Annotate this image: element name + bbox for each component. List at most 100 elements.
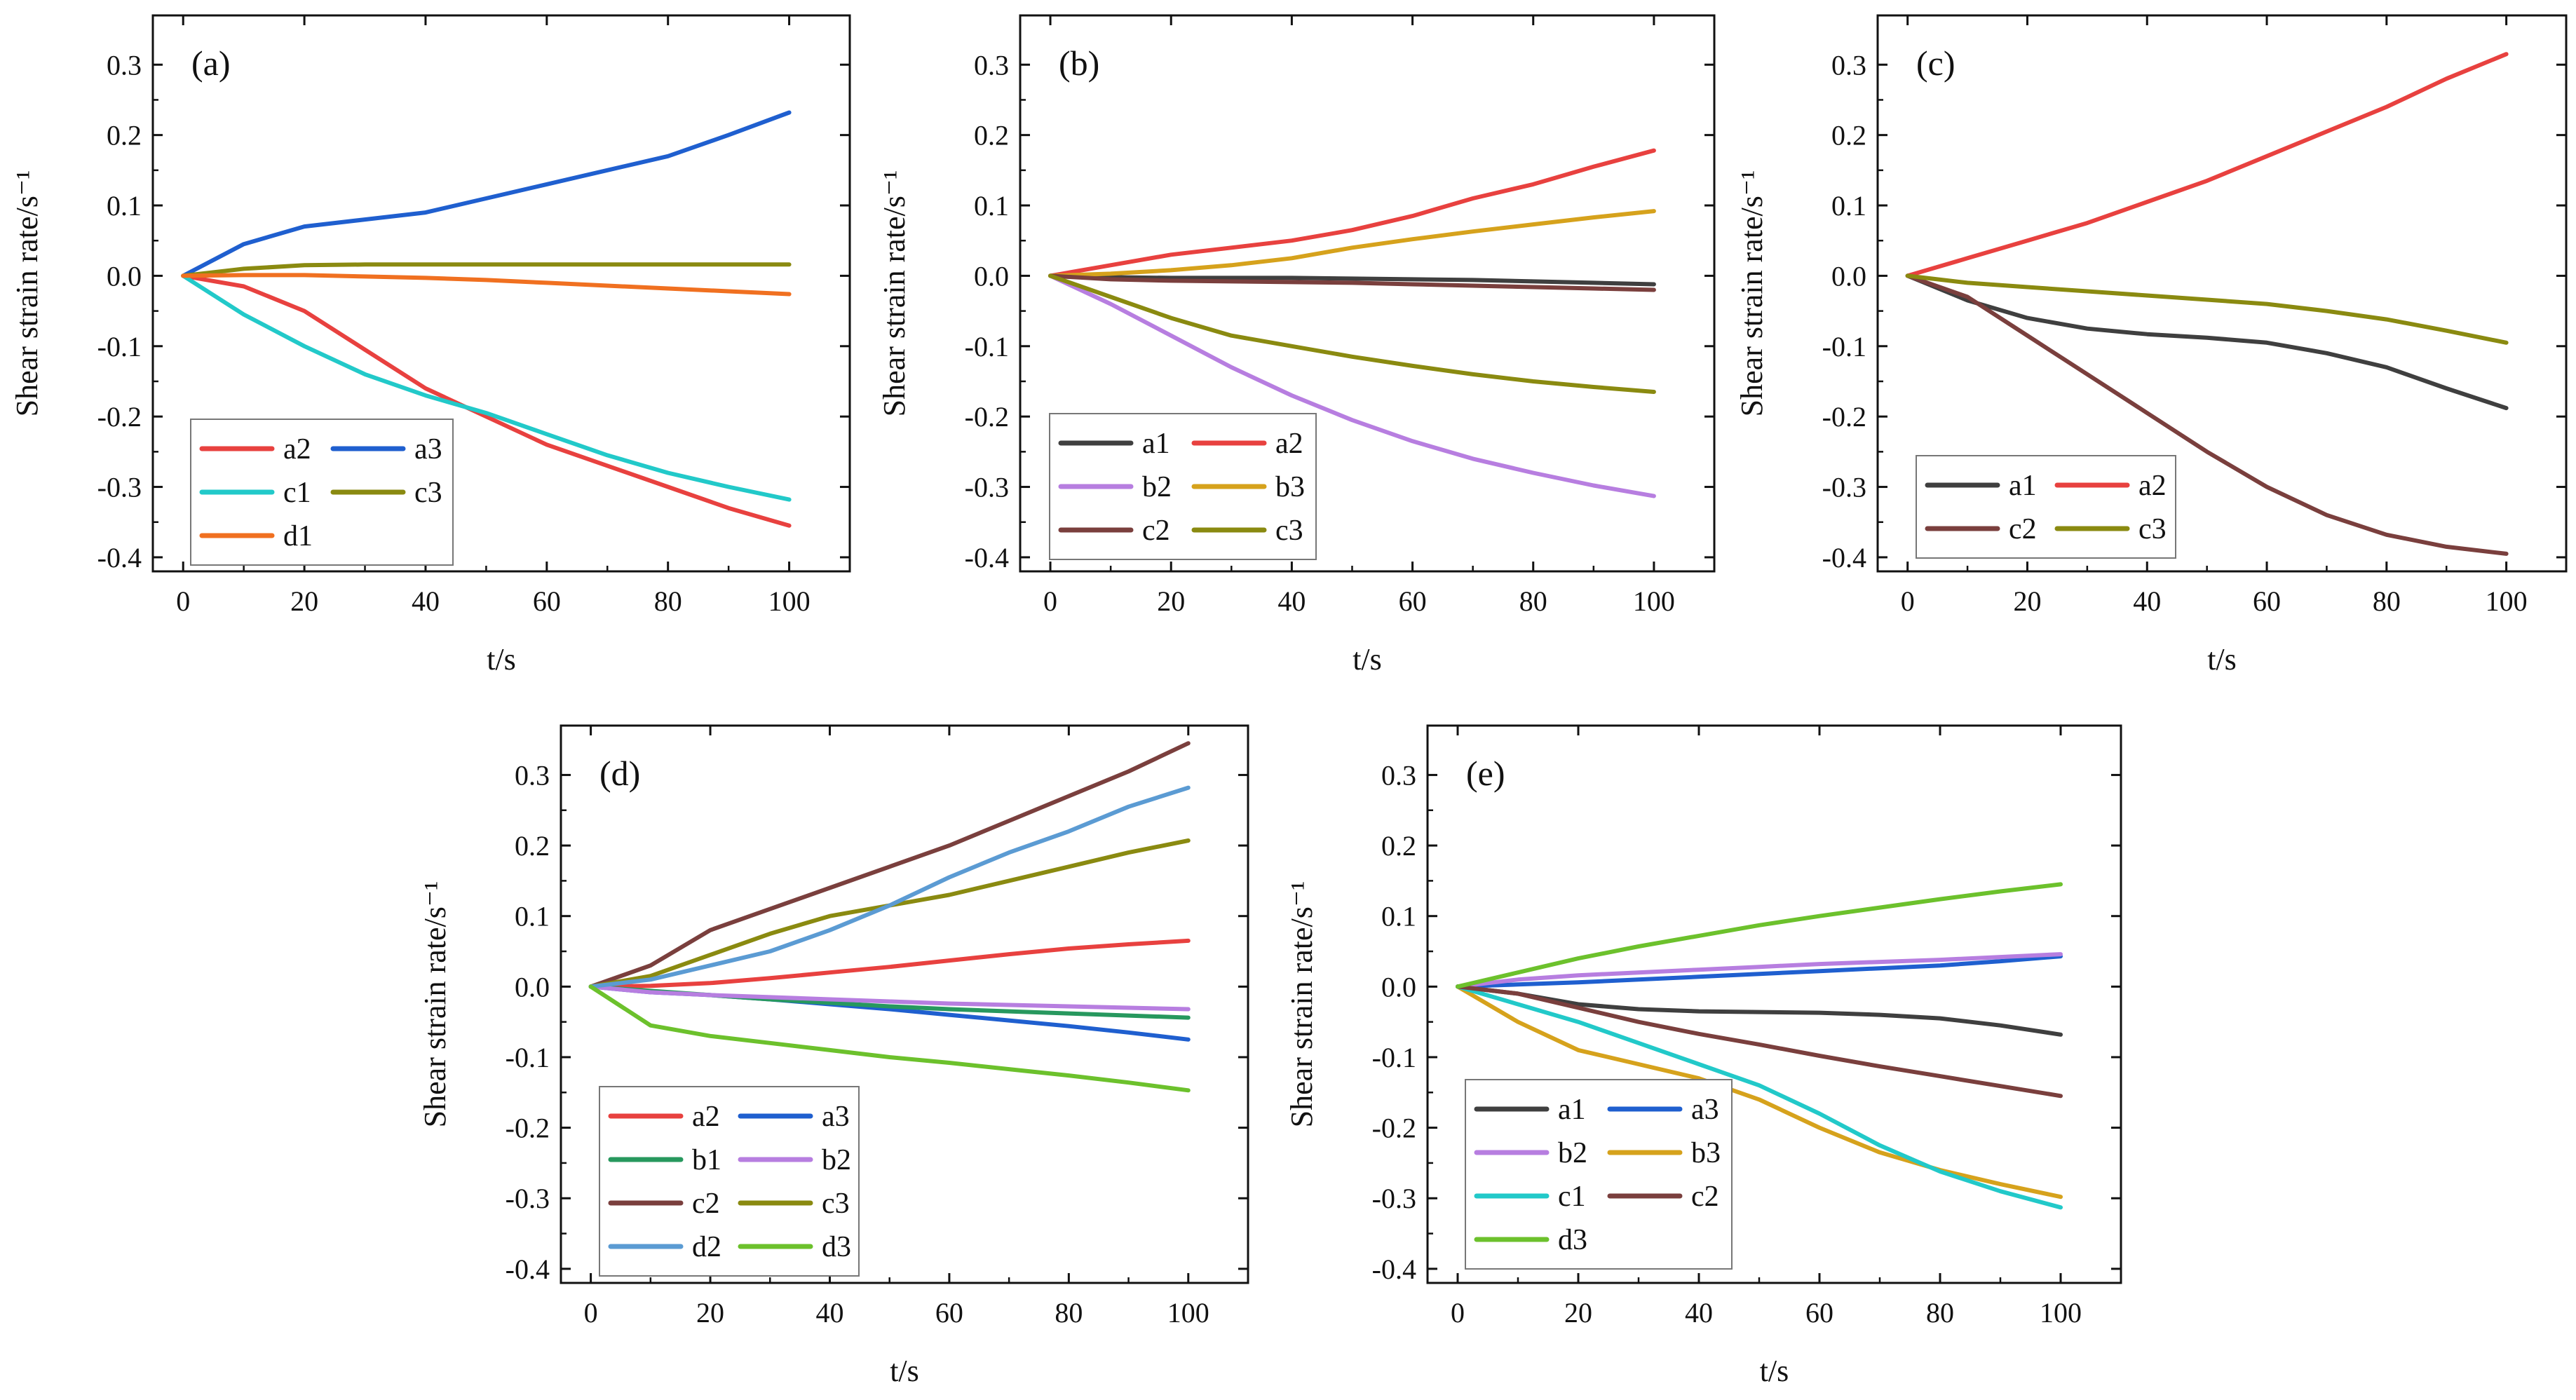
x-tick-label: 0 <box>1043 585 1057 617</box>
legend-label-a3: a3 <box>1691 1094 1719 1126</box>
x-tick-label: 20 <box>1564 1297 1592 1328</box>
legend-label-b2: b2 <box>822 1144 851 1176</box>
legend-label-a1: a1 <box>1142 428 1170 460</box>
panel-label: (b) <box>1059 43 1099 83</box>
plot-frame <box>1876 14 2568 573</box>
y-tick-label: -0.3 <box>97 472 142 503</box>
legend-label-b1: b1 <box>692 1144 721 1176</box>
y-tick-label: -0.4 <box>1822 542 1866 573</box>
series-line-d1 <box>181 273 792 297</box>
x-tick-label: 20 <box>1157 585 1185 617</box>
x-tick-label: 60 <box>2253 585 2281 617</box>
y-tick-label: 0.2 <box>107 120 142 151</box>
y-tick-label: -0.4 <box>97 542 142 573</box>
series-line-c3 <box>1048 273 1656 394</box>
x-tick-label: 0 <box>1901 585 1915 617</box>
chart-panel-e: -0.4 -0.3 -0.2 -0.1 0.0 0.1 0.2 0.3 0 20 40 60 80 100… <box>1284 724 2122 1388</box>
y-tick-label: 0.0 <box>1831 260 1866 292</box>
legend-label-c1: c1 <box>1558 1181 1586 1213</box>
series-line-a3 <box>1456 954 2063 989</box>
x-axis-title: t/s <box>1353 642 1382 677</box>
legend-box <box>1916 455 2176 559</box>
y-tick-label: 0.2 <box>1831 120 1866 151</box>
y-tick-label: -0.3 <box>965 472 1009 503</box>
y-tick-label: -0.1 <box>506 1042 550 1073</box>
legend-label-a2: a2 <box>692 1101 720 1133</box>
y-axis-title: Shear strain rate/s⁻¹ <box>418 881 452 1128</box>
legend-label-b2: b2 <box>1142 471 1172 503</box>
x-tick-label: 100 <box>2486 585 2528 617</box>
x-axis-title: t/s <box>487 642 516 677</box>
x-tick-label: 80 <box>654 585 682 617</box>
x-tick-label: 80 <box>1055 1297 1083 1328</box>
y-tick-label: -0.2 <box>1822 401 1866 433</box>
series-line-a2 <box>181 273 792 528</box>
y-tick-label: -0.4 <box>1372 1253 1416 1285</box>
panel-label: (e) <box>1466 754 1505 793</box>
legend-label-b3: b3 <box>1275 471 1305 503</box>
y-tick-label: 0.0 <box>107 260 142 292</box>
y-tick-label: -0.1 <box>97 331 142 362</box>
legend-label-a2: a2 <box>2138 470 2167 502</box>
x-tick-label: 60 <box>1399 585 1427 617</box>
series-line-a3 <box>181 110 792 278</box>
legend-label-c2: c2 <box>1142 515 1170 547</box>
legend-label-c3: c3 <box>1275 515 1303 547</box>
series-line-c2 <box>1456 984 2063 1099</box>
panel-label: (a) <box>191 43 231 83</box>
plot-frame <box>151 14 851 573</box>
x-tick-label: 60 <box>935 1297 963 1328</box>
y-tick-label: 0.0 <box>1381 971 1416 1003</box>
legend-label-b2: b2 <box>1558 1137 1587 1169</box>
legend: a2 a3 b1 b2 c2 c3 d2 d3 <box>599 1086 860 1277</box>
y-tick-label: -0.2 <box>965 401 1009 433</box>
x-tick-label: 0 <box>176 585 190 617</box>
series-line-c3 <box>1905 273 2509 345</box>
legend-label-b3: b3 <box>1691 1137 1721 1169</box>
x-tick-label: 80 <box>2373 585 2401 617</box>
y-tick-label: 0.3 <box>1381 759 1416 791</box>
x-axis-title: t/s <box>2207 642 2237 677</box>
x-tick-label: 60 <box>1805 1297 1833 1328</box>
x-tick-label: 20 <box>696 1297 724 1328</box>
y-tick-label: 0.2 <box>974 120 1009 151</box>
y-tick-label: 0.1 <box>107 190 142 222</box>
y-tick-label: -0.1 <box>1372 1042 1416 1073</box>
y-tick-label: -0.3 <box>1822 472 1866 503</box>
plot-frame <box>1426 724 2122 1284</box>
x-tick-label: 100 <box>2040 1297 2082 1328</box>
series-line-b2 <box>588 984 1191 1012</box>
chart-panel-d: -0.4 -0.3 -0.2 -0.1 0.0 0.1 0.2 0.3 0 20 40 60 80 100… <box>418 724 1249 1388</box>
y-tick-label: -0.3 <box>1372 1183 1416 1214</box>
panel-label: (d) <box>599 754 640 793</box>
legend: a1 a2 b2 b3 c2 c3 <box>1049 413 1317 560</box>
series-line-c1 <box>181 273 792 502</box>
y-tick-label: 0.2 <box>1381 830 1416 862</box>
y-tick-label: 0.2 <box>515 830 550 862</box>
y-tick-label: 0.3 <box>1831 49 1866 81</box>
series-line-d2 <box>588 785 1191 989</box>
series-line-d3 <box>588 984 1191 1093</box>
series-line-c2 <box>1048 273 1656 292</box>
legend-label-c2: c2 <box>1691 1181 1719 1213</box>
series-line-b3 <box>1456 984 2063 1199</box>
x-tick-label: 20 <box>290 585 318 617</box>
chart-panel-a: -0.4 -0.3 -0.2 -0.1 0.0 0.1 0.2 0.3 0 20 40 60 80 100… <box>10 14 851 677</box>
legend-label-c2: c2 <box>2009 513 2037 545</box>
x-tick-label: 40 <box>1277 585 1306 617</box>
series-line-a2 <box>1905 52 2509 278</box>
series-line-a1 <box>1905 273 2509 411</box>
legend-label-c3: c3 <box>2138 513 2167 545</box>
y-axis-title: Shear strain rate/s⁻¹ <box>1735 170 1769 417</box>
x-axis-title: t/s <box>890 1354 919 1388</box>
y-tick-label: 0.1 <box>1831 190 1866 222</box>
series-line-b3 <box>1048 209 1656 278</box>
y-axis-title: Shear strain rate/s⁻¹ <box>1284 881 1319 1128</box>
y-tick-label: 0.0 <box>974 260 1009 292</box>
x-tick-label: 60 <box>533 585 561 617</box>
y-tick-label: -0.2 <box>1372 1113 1416 1144</box>
legend-label-d3: d3 <box>822 1231 851 1263</box>
legend: a1 a2 c2 c3 <box>1916 455 2176 559</box>
panel-label: (c) <box>1916 43 1955 83</box>
